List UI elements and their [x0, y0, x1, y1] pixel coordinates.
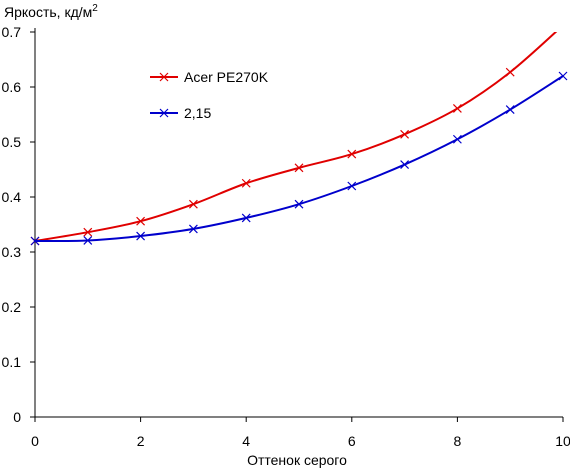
- legend-marker: [159, 72, 169, 82]
- series-line: [34, 75, 564, 243]
- data-point: [188, 224, 198, 234]
- data-point: [558, 71, 568, 81]
- legend-label: 2,15: [184, 105, 211, 121]
- data-point: [136, 231, 146, 241]
- legend-item-2: 2,15: [150, 105, 211, 121]
- x-tick-label: 8: [454, 433, 462, 449]
- data-point: [83, 236, 93, 245]
- x-axis-label: Оттенок серого: [247, 452, 347, 468]
- y-tick-label: 0.1: [2, 354, 22, 370]
- series-line: [34, 32, 558, 242]
- y-axis-label-superscript: 2: [92, 3, 98, 14]
- plot-area: 0 0.1 0.2 0.3 0.4 0.5 0.6 0.7 0 2 4 6 8 10 Acer PE270K…: [2, 21, 570, 449]
- data-point: [505, 105, 515, 114]
- legend-item-1: Acer PE270K: [150, 69, 269, 85]
- y-tick-label: 0.5: [2, 134, 22, 150]
- data-point: [347, 149, 357, 159]
- x-tick-label: 6: [348, 433, 356, 449]
- y-tick-label: 0.6: [2, 79, 22, 95]
- data-point: [241, 178, 251, 188]
- y-tick-label: 0.4: [2, 189, 22, 205]
- data-point: [559, 21, 567, 29]
- data-point: [83, 227, 93, 237]
- x-tick-label: 4: [242, 433, 250, 449]
- data-point: [452, 104, 462, 113]
- series-1: [30, 21, 567, 246]
- data-point: [294, 199, 304, 209]
- y-tick-label: 0.2: [2, 299, 22, 315]
- data-point: [30, 236, 40, 246]
- data-point: [400, 129, 410, 139]
- data-point: [452, 134, 462, 144]
- data-point: [136, 216, 146, 226]
- data-point: [294, 163, 304, 173]
- y-axis-label-text: Яркость, кд/м: [4, 4, 92, 20]
- x-tick-label: 2: [137, 433, 145, 449]
- data-point: [188, 199, 198, 209]
- data-point: [347, 181, 357, 191]
- y-axis-label: Яркость, кд/м2: [4, 3, 98, 20]
- y-tick-label: 0.7: [2, 24, 22, 40]
- y-tick-label: 0.3: [2, 244, 22, 260]
- legend-marker: [159, 108, 169, 118]
- data-point: [505, 67, 515, 77]
- x-tick-label: 10: [555, 433, 570, 449]
- legend-label: Acer PE270K: [184, 69, 269, 85]
- y-tick-label: 0: [13, 409, 21, 425]
- series-2: [30, 71, 568, 246]
- data-point: [400, 160, 410, 169]
- data-point: [241, 213, 251, 223]
- x-tick-label: 0: [31, 433, 39, 449]
